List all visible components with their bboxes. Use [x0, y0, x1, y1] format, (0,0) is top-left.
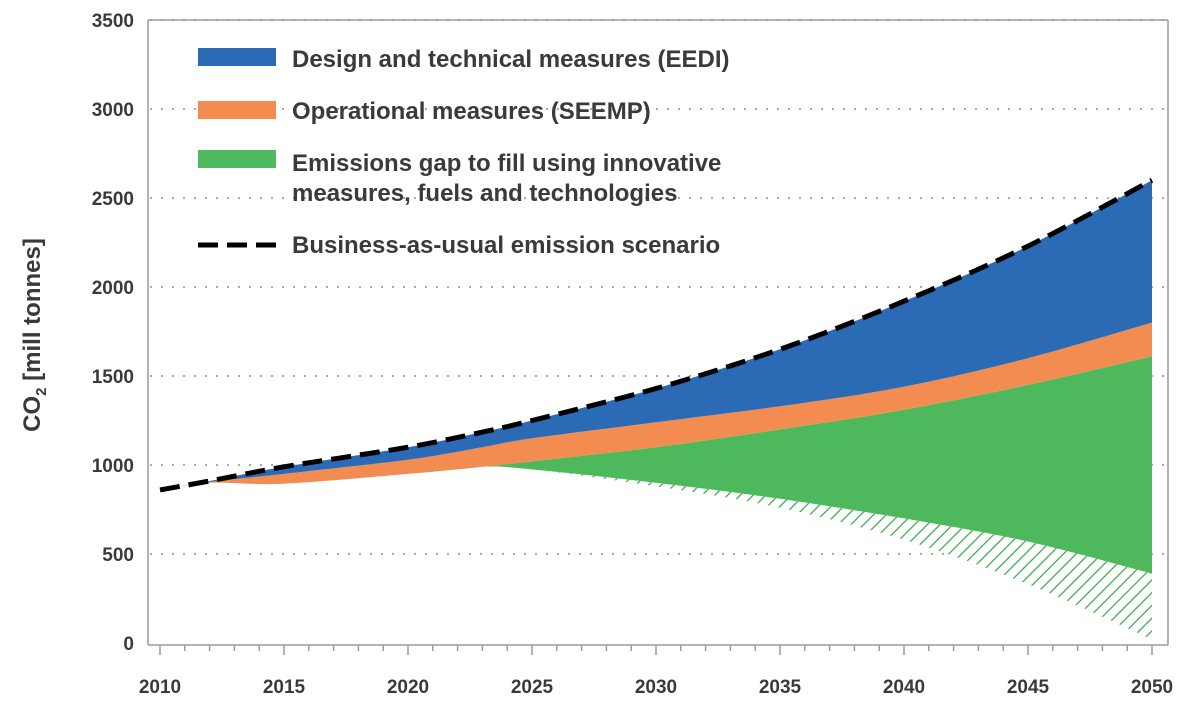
y-tick-label: 1000	[92, 456, 134, 477]
y-tick-label: 0	[123, 634, 134, 655]
y-tick-label: 500	[102, 545, 134, 566]
legend-label-gap-line1: Emissions gap to fill using innovative	[292, 150, 721, 177]
x-tick-label: 2040	[883, 677, 925, 698]
legend-swatch-seemp	[198, 101, 276, 119]
legend: Design and technical measures (EEDI) Ope…	[198, 46, 729, 259]
x-tick-label: 2015	[263, 677, 306, 698]
legend-swatch-gap	[198, 150, 276, 168]
x-tick-label: 2020	[387, 677, 429, 698]
x-tick-label: 2025	[511, 677, 554, 698]
y-tick-labels: 0 500 1000 1500 2000 2500 3000 3500	[92, 11, 134, 655]
emissions-gap-area	[160, 356, 1152, 574]
x-tick-label: 2030	[635, 677, 677, 698]
legend-label-bau: Business-as-usual emission scenario	[292, 232, 720, 259]
x-tick-marks	[159, 645, 1153, 655]
legend-label-gap-line2: measures, fuels and technologies	[292, 180, 677, 207]
legend-label-eedi: Design and technical measures (EEDI)	[292, 46, 729, 73]
y-tick-label: 3000	[92, 100, 134, 121]
y-axis-label: CO2 [mill tonnes]	[19, 238, 50, 432]
business-as-usual-line	[159, 177, 1154, 493]
y-tick-label: 2500	[92, 189, 134, 210]
x-tick-label: 2010	[139, 677, 181, 698]
legend-label-seemp: Operational measures (SEEMP)	[292, 98, 651, 125]
x-tick-label: 2045	[1007, 677, 1050, 698]
x-tick-label: 2035	[759, 677, 802, 698]
y-tick-label: 2000	[92, 278, 134, 299]
hatched-area	[160, 466, 1152, 640]
legend-swatch-eedi	[198, 48, 276, 66]
x-tick-label: 2050	[1131, 677, 1173, 698]
y-tick-label: 3500	[92, 11, 134, 32]
x-tick-labels: 2010 2015 2020 2025 2030 2035 2040 2045 2050	[139, 677, 1173, 698]
y-tick-label: 1500	[92, 367, 134, 388]
design-technical-measures-area	[160, 180, 1152, 490]
